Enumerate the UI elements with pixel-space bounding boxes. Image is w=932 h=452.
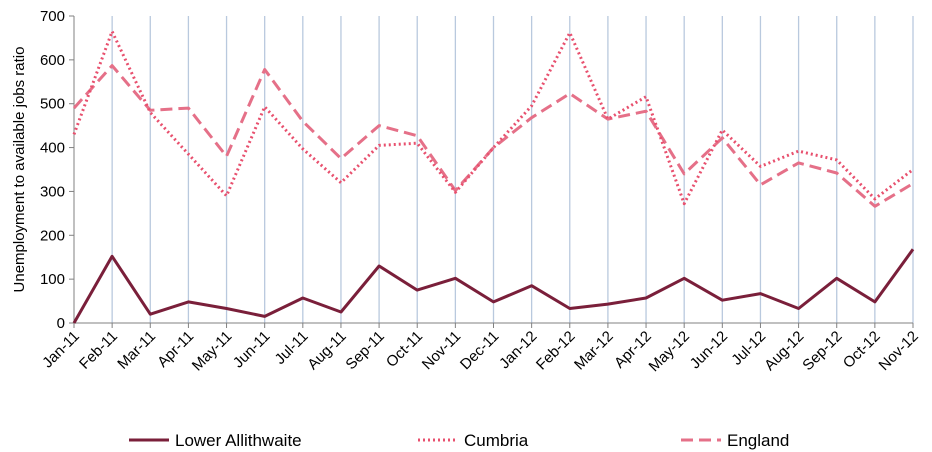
- x-tick-label: Oct-11: [383, 328, 426, 371]
- x-tick-label: Aug-12: [761, 328, 807, 374]
- legend: Lower Allithwaite Cumbria England: [129, 431, 789, 450]
- axes: [69, 15, 914, 328]
- x-tick-label: Sep-11: [342, 328, 387, 373]
- y-tick-label: 200: [40, 227, 65, 244]
- x-tick-label: May-12: [646, 328, 693, 375]
- legend-label: Cumbria: [464, 431, 529, 450]
- x-tick-label: Dec-11: [457, 328, 502, 373]
- x-tick-label: Jan-11: [39, 328, 83, 372]
- x-tick-label: Oct-12: [840, 328, 884, 372]
- x-tick-labels: Jan-11Feb-11Mar-11Apr-11May-11Jun-11Jul-…: [39, 328, 922, 375]
- legend-label: Lower Allithwaite: [175, 431, 302, 450]
- y-tick-label: 0: [57, 315, 65, 332]
- series-line-lower-allithwaite: [72, 248, 915, 324]
- x-tick-label: Aug-11: [304, 328, 349, 373]
- x-tick-label: Feb-12: [533, 328, 579, 374]
- x-tick-label: Mar-12: [571, 328, 617, 374]
- legend-label: England: [727, 431, 789, 450]
- x-tick-label: Mar-11: [114, 328, 159, 373]
- y-tick-labels: 0 100 200 300 400 500 600 700: [40, 8, 65, 332]
- series-line-cumbria: [72, 29, 914, 206]
- x-tick-label: Jan-12: [496, 328, 540, 372]
- x-tick-label: Jun-12: [687, 328, 731, 372]
- y-tick-label: 500: [40, 96, 65, 113]
- x-tick-label: Sep-12: [799, 328, 845, 374]
- x-tick-label: May-11: [189, 328, 236, 375]
- y-axis-title: Unemployment to available jobs ratio: [11, 47, 28, 293]
- legend-item: Lower Allithwaite: [129, 431, 302, 450]
- y-tick-label: 300: [40, 183, 65, 200]
- vertical-gridlines: [111, 16, 914, 323]
- x-tick-label: Feb-11: [76, 328, 121, 373]
- x-tick-label: Nov-11: [419, 328, 464, 373]
- y-tick-label: 400: [40, 140, 65, 157]
- series-lines: [72, 29, 915, 324]
- legend-item: England: [681, 431, 789, 450]
- y-tick-label: 600: [40, 52, 65, 69]
- x-tick-label: Nov-12: [876, 328, 922, 374]
- y-tick-label: 700: [40, 8, 65, 25]
- x-tick-label: Jun-11: [230, 328, 274, 372]
- legend-item: Cumbria: [418, 431, 529, 450]
- y-tick-label: 100: [40, 271, 65, 288]
